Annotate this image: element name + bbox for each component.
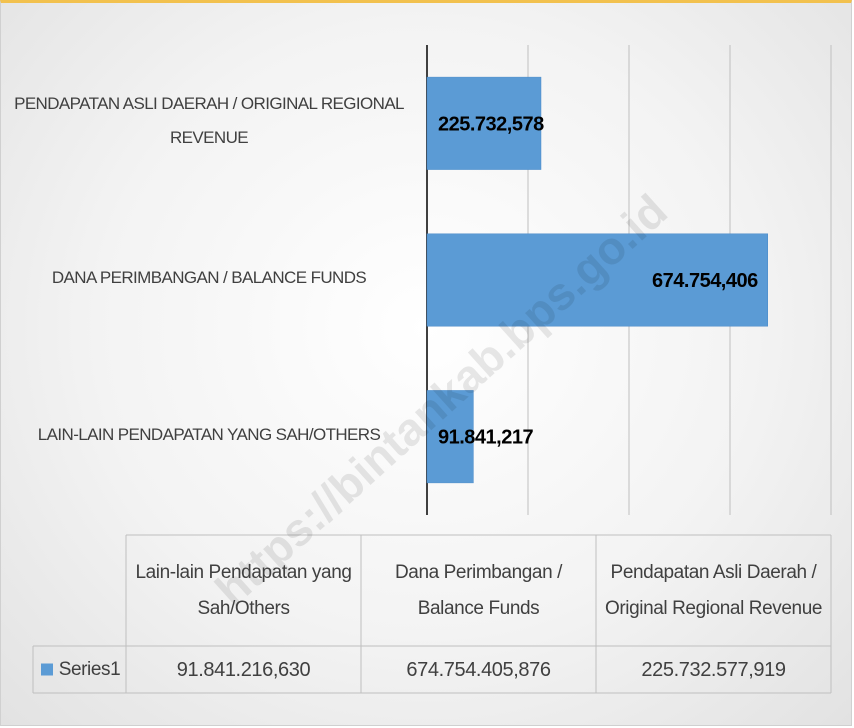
table-header: Dana Perimbangan / Balance Funds: [394, 561, 563, 619]
legend-label: Series1: [58, 658, 121, 680]
legend-swatch: [41, 663, 53, 676]
data-label: 674.754,406: [652, 270, 758, 292]
data-label: 225.732,578: [438, 113, 544, 135]
table-cell: 91.841.216,630: [176, 658, 311, 681]
y-tick-label: DANA PERIMBANGAN / BALANCE FUNDS: [51, 268, 367, 287]
table-header: Lain-lain Pendapatan yang Sah/Others: [135, 561, 352, 619]
y-tick-label: LAIN-LAIN PENDAPATAN YANG SAH/OTHERS: [37, 424, 381, 444]
table-cell: 674.754.405,876: [406, 658, 551, 681]
y-tick-label: PENDAPATAN ASLI DAERAH / ORIGINAL REGION…: [14, 94, 404, 148]
chart: 91.841,217 674.754,406 225.732,578: [32, 45, 832, 694]
table-header: Pendapatan Asli Daerah / Original Region…: [604, 561, 823, 619]
bar: [426, 233, 769, 327]
table-cell: 225.732.577,919: [641, 658, 786, 681]
bar: [426, 76, 542, 170]
bar: [426, 390, 474, 484]
data-label: 91.841,217: [438, 427, 533, 449]
